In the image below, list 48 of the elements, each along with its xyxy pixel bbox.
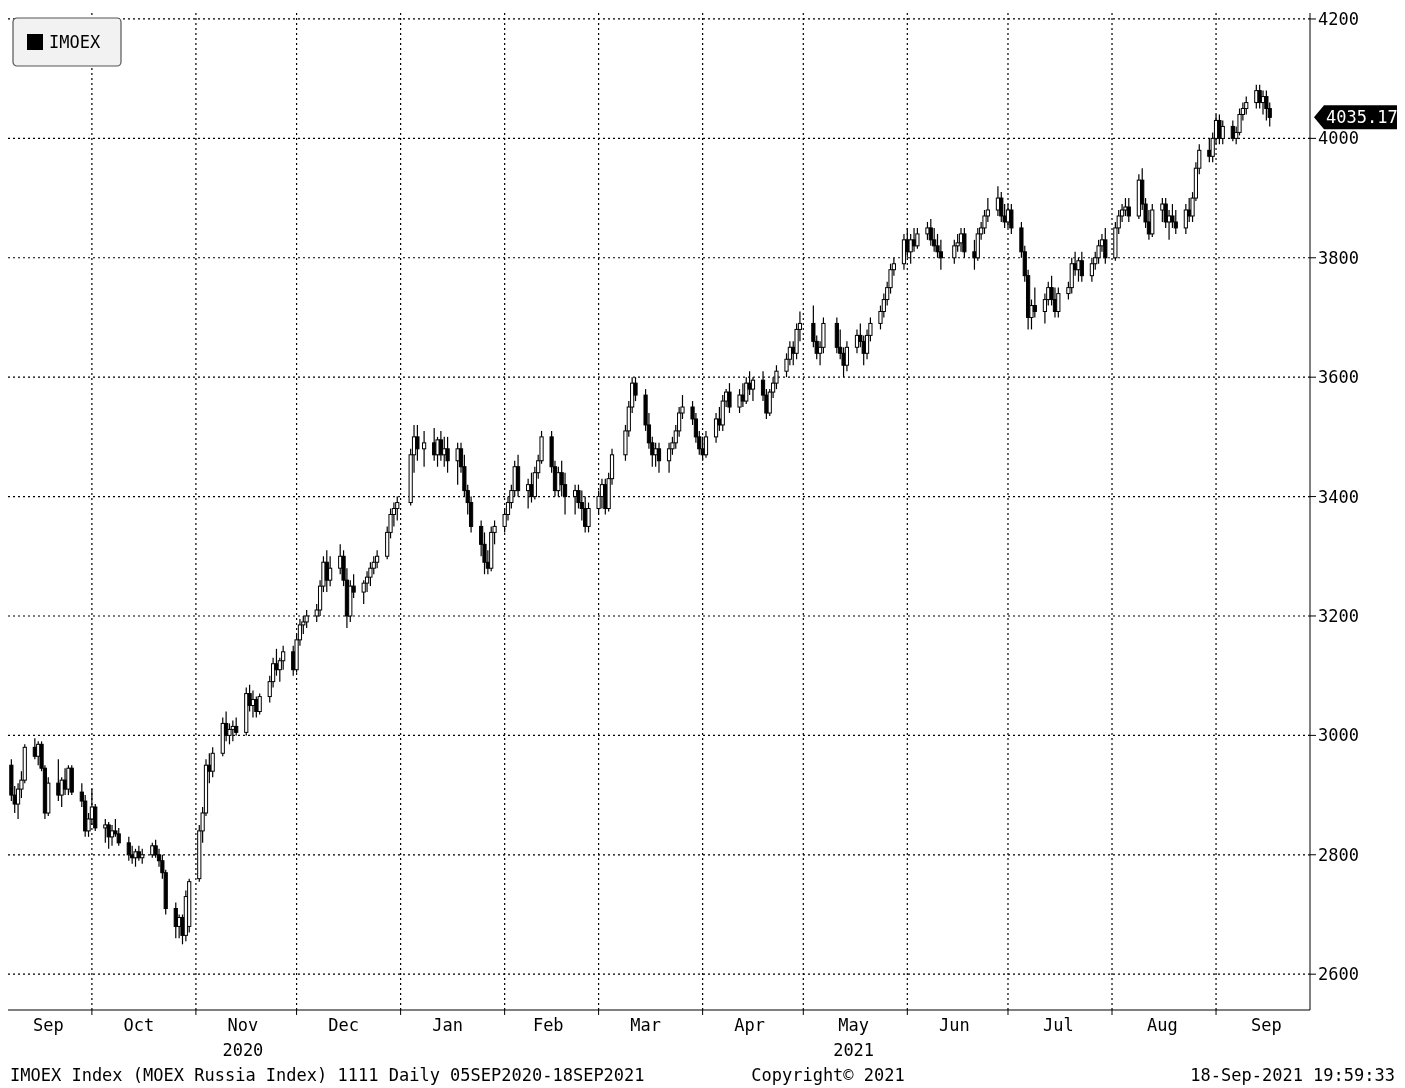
x-tick-label: Jan [432,1015,463,1035]
text: IMOEX Index (MOEX Russia Index) 1111 Daily 05SEP2020-18SEP2021 [10,1065,645,1085]
y-tick-label: 3600 [1318,367,1359,388]
candlestick [69,764,74,796]
x-tick-label: Sep [1251,1015,1282,1035]
x-tick-label: Aug [1146,1015,1178,1035]
y-tick-label: 3800 [1318,247,1359,268]
legend-label: IMOEX [49,31,101,52]
candlestick [1220,119,1225,145]
y-tick-label: 2800 [1318,844,1359,865]
x-tick-label: Dec [328,1015,359,1035]
candlestick [445,436,450,474]
x-tick-label: Apr [734,1015,765,1035]
x-tick-label: Jul [1042,1015,1074,1035]
candlestick [1032,287,1037,319]
candlestick [1056,287,1061,319]
x-tick-label: May 2021 [833,1015,875,1060]
candlestick [257,692,262,716]
candlestick [103,818,108,844]
candlestick [703,430,709,459]
x-tick-label: Nov 2020 [222,1015,264,1060]
candlestick [653,442,658,468]
y-tick-label: 3400 [1318,486,1359,507]
candlestick [455,442,460,486]
candlestick [586,501,591,533]
candlestick [126,836,131,862]
y-tick-label: 2600 [1318,964,1359,985]
candlestick [106,821,111,850]
y-tick-label: 3000 [1318,725,1359,746]
text: 18-Sep-2021 19:59:33 [1190,1065,1395,1085]
text: 4035.17 [1326,107,1398,128]
y-tick-label: 3200 [1318,605,1359,626]
candlestick [422,430,427,468]
candlestick [1264,90,1269,122]
candlestick [915,227,920,250]
candlestick [66,764,71,796]
y-tick-label: 4200 [1318,8,1359,29]
x-tick-label: Sep [32,1015,64,1035]
text: Copyright© 2021 [751,1065,905,1085]
candlestick [415,424,420,462]
candlestick [328,555,333,587]
x-tick-label: Feb [532,1015,564,1035]
x-tick-label: Oct [123,1015,155,1035]
x-tick-label: Mar [630,1015,661,1035]
y-tick-label: 4000 [1318,128,1359,149]
x-tick-label: Jun [938,1015,970,1035]
candlestick [1150,203,1155,238]
candlestick [1257,84,1262,110]
